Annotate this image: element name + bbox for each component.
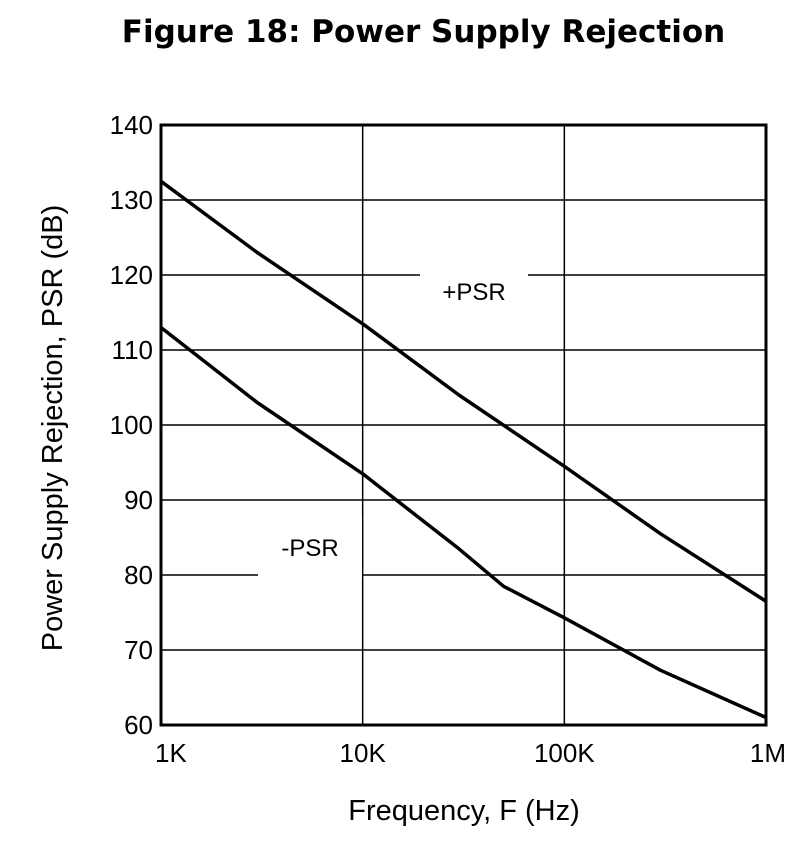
x-tick-label-100K: 100K [534, 738, 595, 768]
plot-frame [159, 123, 768, 727]
y-tick-label-100: 100 [110, 410, 153, 440]
series-label-bg-minus-psr [258, 516, 362, 578]
y-tick-label-130: 130 [110, 185, 153, 215]
y-tick-label-80: 80 [124, 560, 153, 590]
y-tick-label-120: 120 [110, 260, 153, 290]
y-tick-label-90: 90 [124, 485, 153, 515]
series-line-plus-psr [159, 179, 767, 603]
x-tick-label-1K: 1K [155, 738, 187, 768]
series-label-minus-psr: -PSR [281, 535, 338, 562]
x-tick-label-1M: 1M [750, 738, 786, 768]
series-layer [159, 179, 767, 720]
series-label-plus-psr: +PSR [442, 279, 505, 306]
y-axis-label: Power Supply Rejection, PSR (dB) [37, 205, 69, 651]
y-tick-label-140: 140 [110, 110, 153, 140]
series-label-layer: +PSR -PSR [258, 270, 528, 578]
grid-layer [161, 125, 766, 725]
chart-title: Figure 18: Power Supply Rejection [121, 14, 726, 50]
series-label-bg-plus-psr [420, 270, 528, 312]
y-tick-label-110: 110 [112, 335, 153, 365]
y-tick-label-70: 70 [124, 635, 153, 665]
series-line-minus-psr [159, 326, 767, 720]
x-tick-label-10K: 10K [340, 738, 387, 768]
y-tick-label-60: 60 [124, 710, 153, 740]
x-axis-label: Frequency, F (Hz) [348, 795, 580, 827]
